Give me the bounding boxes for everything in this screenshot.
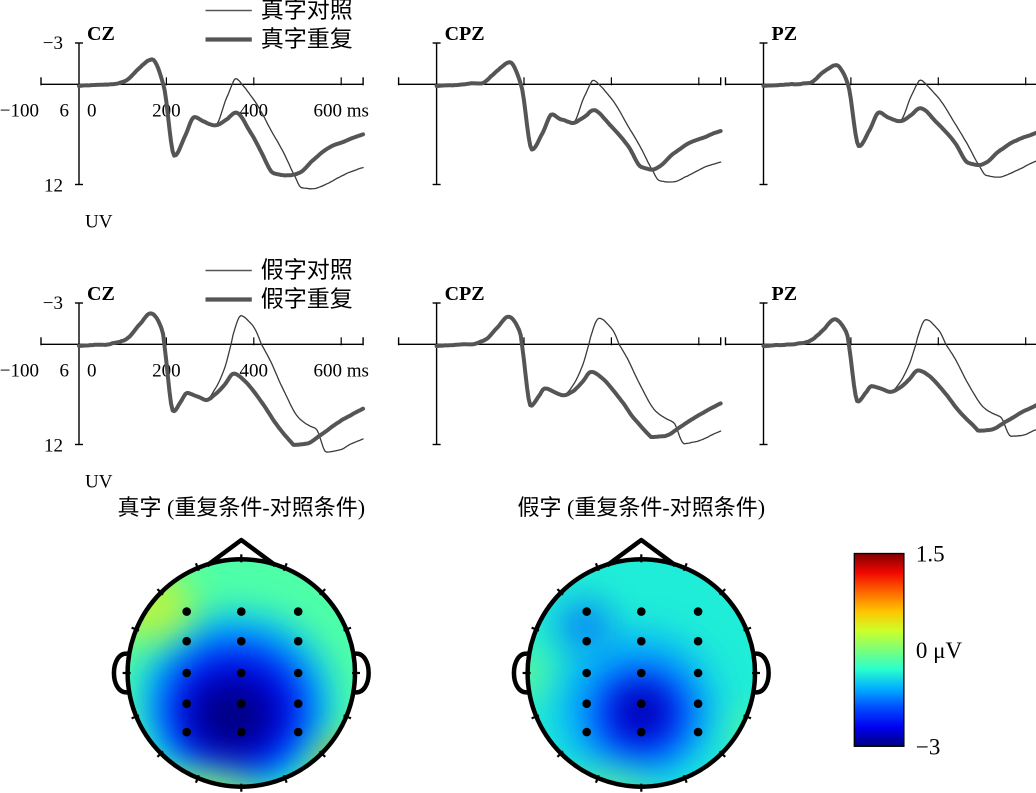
svg-text:假字对照: 假字对照 [261, 258, 353, 283]
svg-text:12: 12 [44, 176, 63, 197]
svg-text:UV: UV [85, 212, 113, 233]
svg-text:假字 (重复条件-对照条件): 假字 (重复条件-对照条件) [518, 495, 765, 520]
svg-text:0 μV: 0 μV [916, 638, 963, 663]
svg-text:600 ms: 600 ms [313, 100, 368, 121]
svg-text:1.5: 1.5 [916, 542, 945, 567]
svg-text:PZ: PZ [772, 283, 798, 305]
svg-text:−100: −100 [0, 360, 39, 381]
svg-text:−3: −3 [43, 33, 63, 54]
svg-text:−3: −3 [43, 293, 63, 314]
svg-text:UV: UV [85, 472, 113, 493]
svg-text:12: 12 [44, 436, 63, 457]
svg-text:真字对照: 真字对照 [261, 0, 353, 23]
svg-text:−3: −3 [916, 734, 940, 759]
svg-text:CZ: CZ [87, 23, 115, 45]
svg-text:6: 6 [60, 360, 70, 381]
svg-text:−100: −100 [0, 100, 39, 121]
svg-text:600 ms: 600 ms [313, 360, 368, 381]
svg-text:CPZ: CPZ [445, 283, 485, 305]
svg-text:CZ: CZ [87, 283, 115, 305]
svg-text:假字重复: 假字重复 [261, 287, 353, 312]
svg-text:真字重复: 真字重复 [261, 27, 353, 52]
svg-text:0: 0 [87, 360, 97, 381]
svg-text:6: 6 [60, 100, 70, 121]
svg-text:PZ: PZ [772, 23, 798, 45]
svg-text:0: 0 [87, 100, 97, 121]
svg-text:真字 (重复条件-对照条件): 真字 (重复条件-对照条件) [118, 495, 365, 520]
svg-text:CPZ: CPZ [445, 23, 485, 45]
